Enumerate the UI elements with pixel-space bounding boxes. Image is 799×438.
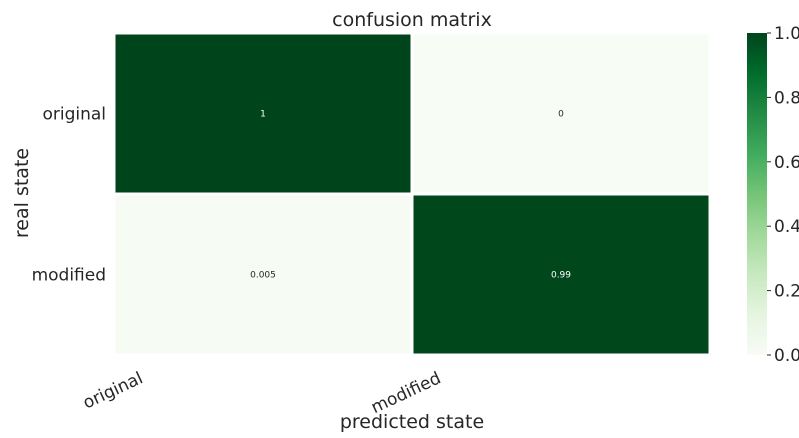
colorbar [747,33,767,355]
chart-title: confusion matrix [332,9,492,31]
colorbar-tick-label: 0.0 [774,346,799,366]
heatmap-cell-labels: 1 0 0.005 0.99 [250,110,571,281]
heatmap-cell-label: 1 [260,110,266,120]
colorbar-tick-label: 0.4 [774,217,799,237]
colorbar-tick-label: 0.6 [774,153,799,173]
heatmap-cell-label: 0 [558,110,564,120]
colorbar-tick-label: 0.8 [774,88,799,108]
colorbar-tick-label: 1.0 [774,24,799,44]
heatmap-cell [410,31,712,196]
heatmap-cell-label: 0.99 [551,271,571,281]
y-axis-label: real state [11,148,33,238]
heatmap-cell [410,192,712,357]
heatmap-cell [112,31,414,196]
heatmap-cells [112,31,712,357]
heatmap-cell [112,192,414,357]
x-tick-label: original [80,368,146,413]
y-tick-label: modified [32,266,106,286]
heatmap-cell-label: 0.005 [250,271,276,281]
y-axis-tick-labels: original modified [32,105,106,286]
x-axis-label: predicted state [340,411,484,433]
y-tick-label: original [42,105,106,125]
colorbar-tick-labels: 0.0 0.2 0.4 0.6 0.8 1.0 [767,24,799,366]
colorbar-tick-label: 0.2 [774,282,799,302]
